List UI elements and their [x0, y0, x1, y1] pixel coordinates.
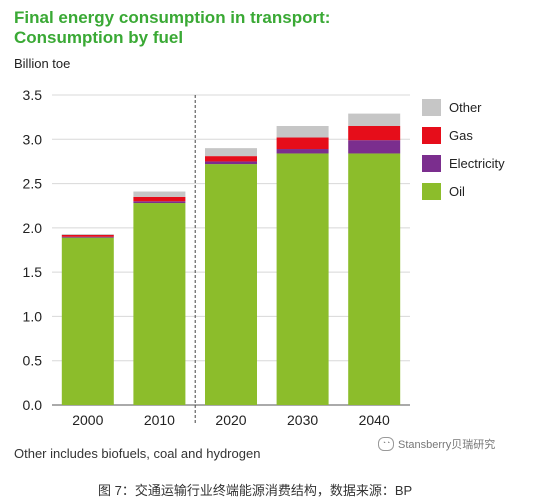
y-tick-label: 2.5 — [23, 176, 43, 192]
y-tick-label: 3.0 — [23, 131, 43, 147]
watermark-text: Stansberry贝瑞研究 — [398, 439, 496, 451]
x-tick-label: 2000 — [72, 412, 103, 428]
y-tick-label: 1.5 — [23, 264, 43, 280]
watermark: ◔◔ Stansberry贝瑞研究 — [378, 436, 495, 452]
legend-swatch — [422, 98, 441, 116]
bar-segment-oil — [276, 153, 329, 405]
bar-segment-oil — [205, 164, 257, 405]
bar-segment-gas — [348, 126, 401, 141]
legend-swatch — [422, 182, 441, 200]
x-tick-label: 2030 — [287, 412, 318, 428]
legend-item-other: Other — [422, 93, 505, 121]
bar-segment-electricity — [61, 236, 114, 238]
legend-item-gas: Gas — [422, 121, 505, 149]
bar-segment-gas — [276, 137, 329, 150]
x-tick-label: 2020 — [215, 412, 246, 428]
bar-segment-other — [133, 191, 186, 197]
chart-title: Final energy consumption in transport: — [14, 8, 331, 27]
legend-item-electricity: Electricity — [422, 149, 505, 177]
chart-subtitle: Consumption by fuel — [14, 28, 184, 47]
bar-segment-electricity — [348, 140, 401, 154]
legend-label: Oil — [449, 183, 465, 199]
bar-segment-electricity — [276, 149, 329, 154]
x-tick-label: 2010 — [144, 412, 175, 428]
legend-label: Gas — [449, 127, 473, 143]
bar-segment-other — [276, 126, 329, 138]
bar-segment-electricity — [133, 201, 186, 204]
bar-segment-other — [348, 113, 401, 126]
figure-caption: 图 7：交通运输行业终端能源消费结构，数据来源：BP — [98, 483, 413, 498]
bar-segment-gas — [133, 196, 186, 202]
wechat-icon: ◔◔ — [378, 437, 394, 451]
y-tick-label: 0.5 — [23, 353, 43, 369]
bar-segment-oil — [348, 153, 401, 405]
y-tick-label: 1.0 — [23, 308, 43, 324]
chart-legend: Other Gas Electricity Oil — [422, 93, 505, 205]
y-tick-label: 0.0 — [23, 397, 43, 413]
footnote: Other includes biofuels, coal and hydrog… — [14, 446, 261, 461]
y-axis-unit-label: Billion toe — [14, 56, 71, 71]
legend-swatch — [422, 154, 441, 172]
bar-segment-gas — [61, 234, 114, 237]
legend-item-oil: Oil — [422, 177, 505, 205]
y-tick-label: 3.5 — [23, 87, 43, 103]
legend-label: Other — [449, 99, 482, 115]
bar-segment-other — [61, 234, 114, 235]
bar-segment-oil — [133, 203, 186, 405]
bar-segment-gas — [205, 156, 257, 162]
bar-segment-oil — [61, 237, 114, 405]
y-tick-label: 2.0 — [23, 220, 43, 236]
x-tick-label: 2040 — [359, 412, 390, 428]
legend-label: Electricity — [449, 155, 505, 171]
bar-segment-other — [205, 148, 257, 157]
bar-segment-electricity — [205, 161, 257, 165]
legend-swatch — [422, 126, 441, 144]
